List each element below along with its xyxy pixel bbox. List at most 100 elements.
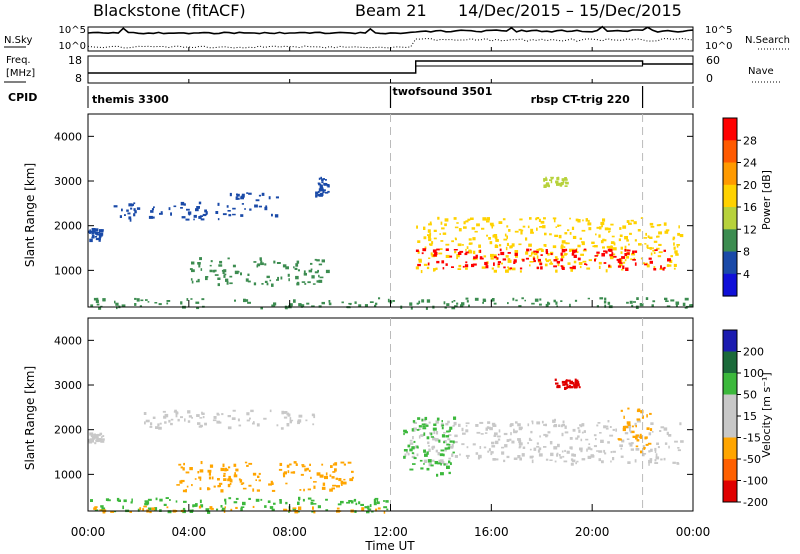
range-gate-cell	[540, 266, 543, 270]
range-gate-cell	[91, 228, 96, 231]
range-gate-cell	[581, 431, 584, 434]
range-gate-cell	[409, 468, 414, 471]
range-gate-cell	[428, 257, 431, 259]
range-gate-cell	[492, 234, 496, 238]
range-gate-cell	[530, 252, 533, 256]
range-gate-cell	[471, 227, 476, 230]
range-gate-cell	[88, 441, 93, 444]
range-gate-cell	[288, 510, 290, 513]
range-gate-cell	[448, 444, 451, 446]
range-gate-cell	[468, 242, 472, 245]
freq-label-2: [MHz]	[6, 68, 35, 79]
freq-tick-low: 8	[75, 72, 82, 85]
range-gate-cell	[565, 181, 569, 185]
range-gate-cell	[518, 228, 522, 231]
range-gate-cell	[580, 425, 583, 428]
range-gate-cell	[418, 259, 422, 263]
range-gate-cell	[435, 449, 438, 453]
range-gate-cell	[564, 177, 567, 180]
range-gate-cell	[216, 420, 221, 424]
range-gate-cell	[306, 302, 310, 305]
range-gate-cell	[509, 245, 512, 249]
range-gate-cell	[506, 225, 509, 228]
range-gate-cell	[353, 498, 357, 502]
range-gate-cell	[425, 424, 429, 427]
range-gate-cell	[463, 226, 467, 229]
range-gate-cell	[411, 428, 414, 432]
range-gate-cell	[98, 306, 102, 310]
range-gate-cell	[636, 439, 640, 442]
range-gate-cell	[355, 502, 358, 506]
range-gate-cell	[318, 274, 320, 278]
range-gate-cell	[358, 501, 361, 505]
range-gate-cell	[667, 258, 671, 262]
range-gate-cell	[301, 465, 306, 468]
range-gate-cell	[635, 425, 637, 428]
range-gate-cell	[197, 278, 200, 283]
range-gate-cell	[496, 257, 499, 260]
range-gate-cell	[133, 213, 136, 217]
range-gate-cell	[217, 485, 221, 488]
range-gate-cell	[600, 240, 604, 244]
range-gate-cell	[660, 426, 665, 429]
range-gate-cell	[476, 223, 480, 227]
range-gate-cell	[652, 249, 655, 252]
range-gate-cell	[361, 507, 365, 511]
range-gate-cell	[295, 263, 299, 267]
beam-label: Beam 21	[355, 1, 427, 20]
range-gate-cell	[351, 470, 354, 473]
range-gate-cell	[412, 429, 416, 432]
range-gate-cell	[632, 435, 637, 438]
range-gate-cell	[605, 427, 609, 430]
range-gate-cell	[185, 471, 190, 474]
x-tick-label: 16:00	[474, 525, 509, 539]
range-gate-cell	[441, 424, 445, 427]
range-gate-cell	[503, 266, 506, 269]
range-gate-cell	[555, 269, 558, 273]
range-gate-cell	[460, 304, 464, 308]
y-tick-label: 2000	[54, 424, 82, 437]
range-gate-cell	[451, 240, 454, 243]
range-gate-cell	[654, 462, 659, 464]
range-gate-cell	[569, 380, 573, 385]
range-gate-cell	[475, 254, 478, 258]
range-gate-cell	[449, 429, 451, 432]
range-gate-cell	[367, 505, 370, 510]
range-gate-cell	[217, 283, 220, 287]
range-gate-cell	[340, 461, 345, 464]
range-gate-cell	[230, 508, 233, 512]
range-gate-cell	[198, 216, 202, 219]
range-gate-cell	[448, 429, 450, 432]
range-gate-cell	[433, 250, 437, 253]
range-gate-cell	[472, 258, 476, 261]
range-gate-cell	[411, 452, 414, 455]
range-gate-cell	[559, 454, 561, 457]
range-gate-cell	[134, 210, 137, 214]
range-gate-cell	[257, 475, 260, 478]
range-gate-cell	[587, 455, 592, 459]
range-gate-cell	[543, 446, 547, 448]
range-gate-cell	[620, 251, 623, 254]
range-gate-cell	[423, 226, 426, 230]
range-gate-cell	[639, 303, 644, 307]
range-gate-cell	[569, 303, 571, 307]
range-gate-cell	[282, 264, 287, 268]
range-gate-cell	[647, 247, 650, 249]
range-gate-cell	[343, 463, 346, 466]
range-gate-cell	[630, 442, 634, 445]
range-gate-cell	[255, 199, 260, 202]
range-gate-cell	[240, 506, 245, 508]
range-gate-cell	[434, 461, 439, 465]
colorbar-tick-label: 4	[743, 268, 750, 281]
range-gate-cell	[463, 221, 466, 225]
range-gate-cell	[222, 213, 227, 216]
range-gate-cell	[232, 409, 236, 412]
range-gate-cell	[465, 267, 468, 270]
range-gate-cell	[607, 227, 611, 230]
range-gate-cell	[246, 192, 249, 194]
range-gate-cell	[517, 438, 521, 441]
range-gate-cell	[503, 432, 508, 436]
range-gate-cell	[629, 443, 633, 447]
range-gate-cell	[285, 266, 289, 270]
range-gate-cell	[147, 301, 150, 303]
